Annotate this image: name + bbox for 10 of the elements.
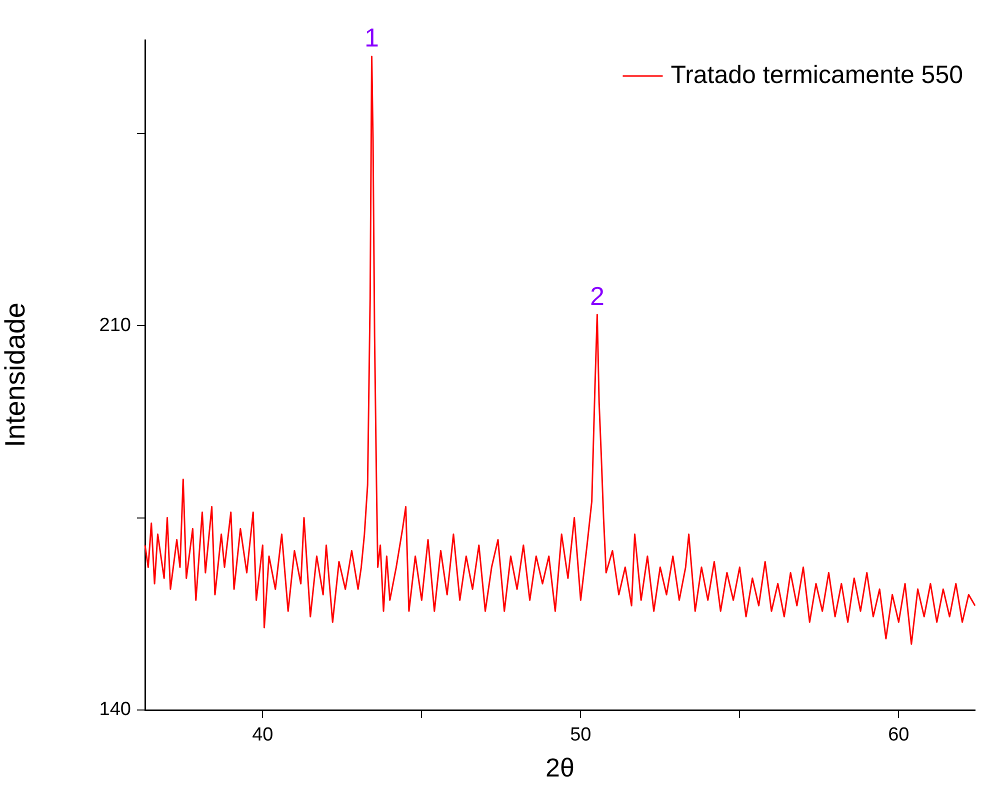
y-tick-label: 140 bbox=[99, 699, 131, 720]
x-tick-label: 60 bbox=[888, 724, 910, 746]
annotation: 2 bbox=[590, 280, 604, 311]
y-axis-title: Intensidade bbox=[0, 302, 31, 448]
annotation: 1 bbox=[364, 22, 379, 53]
x-tick-label: 40 bbox=[252, 724, 274, 746]
legend-label: Tratado termicamente 550 bbox=[670, 60, 964, 89]
x-tick-label: 50 bbox=[570, 724, 592, 746]
y-tick-label: 210 bbox=[99, 314, 131, 336]
x-axis-title: 2θ bbox=[546, 752, 574, 783]
